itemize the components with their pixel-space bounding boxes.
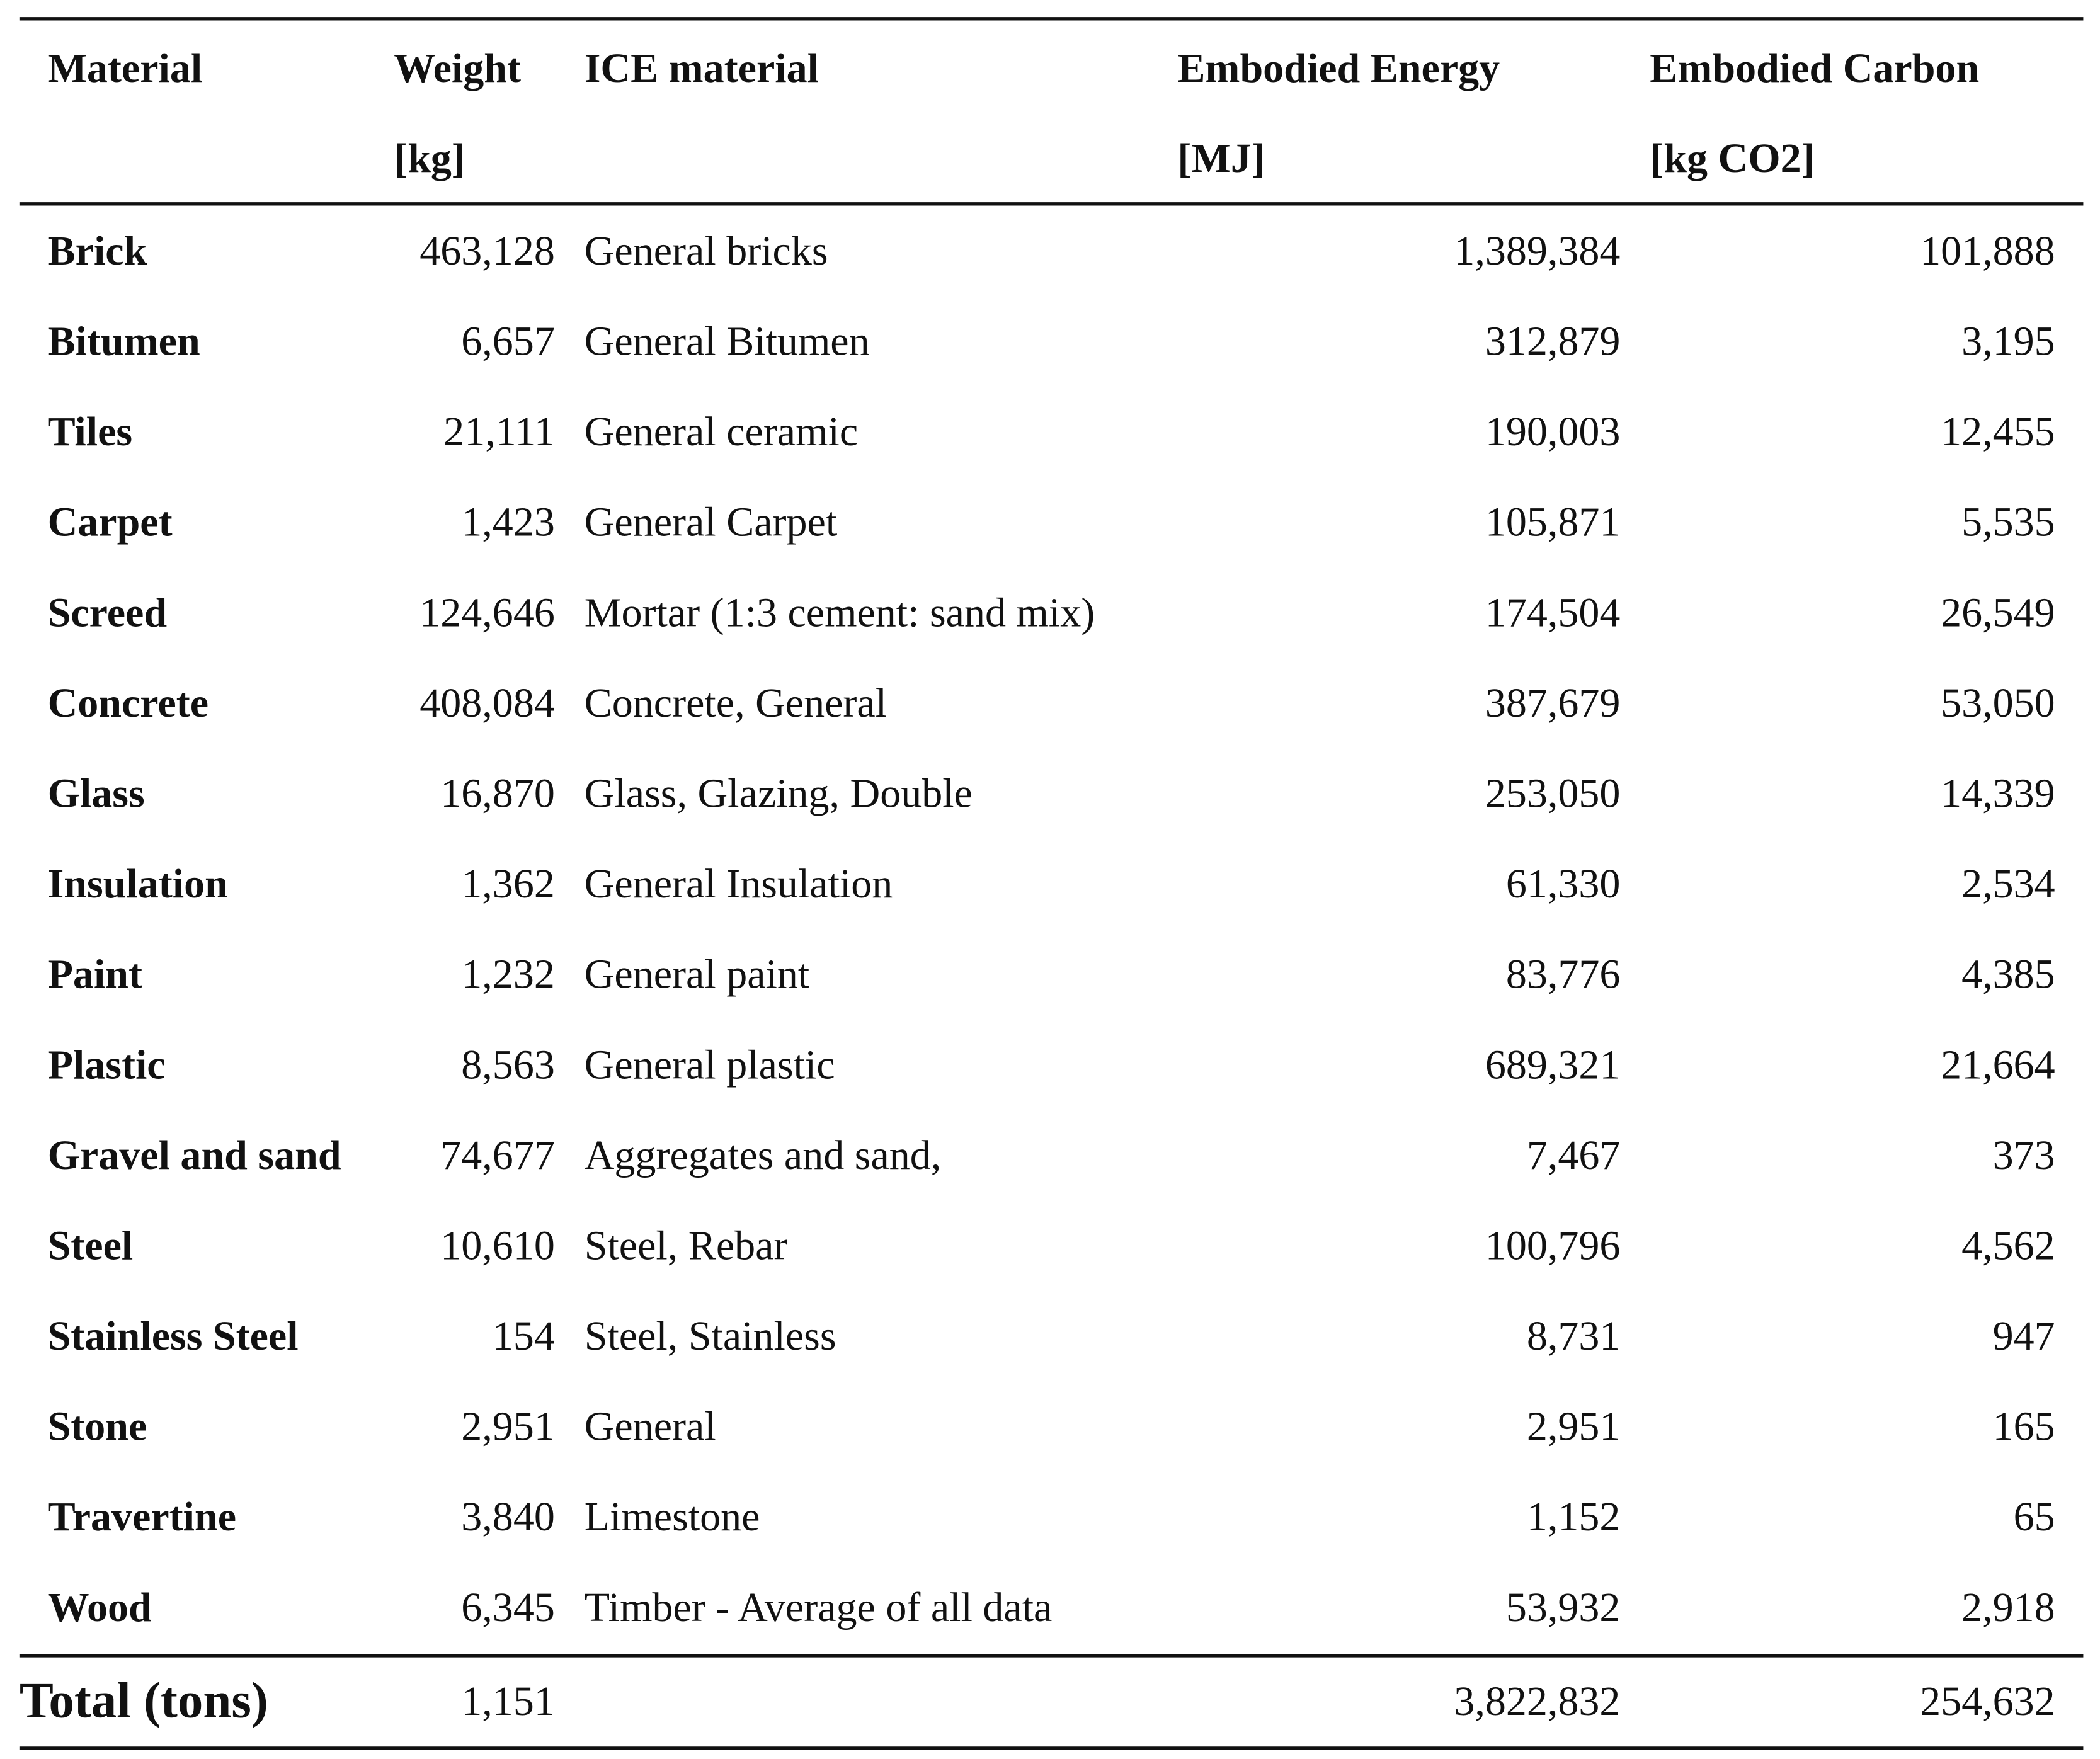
cell: 165 (1993, 1404, 2055, 1450)
cell: 1,152 (1527, 1494, 1621, 1540)
cell: 83,776 (1506, 952, 1621, 998)
cell: 6,657 (461, 319, 555, 365)
row-label: Tiles (48, 409, 133, 455)
cell: 4,562 (1961, 1222, 2055, 1268)
cell: 10,610 (440, 1222, 555, 1268)
row-label: Wood (48, 1585, 152, 1631)
cell: 174,504 (1485, 589, 1621, 635)
cell: 100,796 (1485, 1222, 1621, 1268)
cell: General bricks (585, 228, 828, 274)
header-cell: [MJ] (1177, 135, 1265, 181)
total-cell: 3,822,832 (1454, 1678, 1620, 1724)
row-label: Travertine (48, 1494, 236, 1540)
cell: 1,423 (461, 499, 555, 545)
cell: 61,330 (1506, 861, 1621, 907)
total-cell: 254,632 (1920, 1678, 2055, 1724)
cell: 1,389,384 (1454, 228, 1620, 274)
cell: General paint (585, 952, 809, 998)
cell: 2,951 (1527, 1404, 1621, 1450)
cell: 689,321 (1485, 1042, 1621, 1088)
row-label: Bitumen (48, 319, 200, 365)
row-label: Steel (48, 1222, 134, 1268)
cell: 1,362 (461, 861, 555, 907)
row-label: Glass (48, 770, 145, 816)
row-label: Concrete (48, 680, 208, 726)
cell: Limestone (585, 1494, 760, 1540)
cell: 387,679 (1485, 680, 1621, 726)
cell: 101,888 (1920, 228, 2055, 274)
header-cell: Embodied Carbon (1650, 45, 1979, 91)
header-cell: [kg] (394, 135, 465, 181)
cell: General Carpet (585, 499, 837, 545)
cell: 190,003 (1485, 409, 1621, 455)
cell: General Insulation (585, 861, 893, 907)
cell: 12,455 (1941, 409, 2055, 455)
cell: 947 (1993, 1313, 2055, 1359)
cell: 53,050 (1941, 680, 2055, 726)
cell: 2,951 (461, 1404, 555, 1450)
cell: 3,840 (461, 1494, 555, 1540)
cell: Steel, Stainless (585, 1313, 836, 1359)
cell: 53,932 (1506, 1585, 1621, 1631)
cell: Aggregates and sand, (585, 1132, 942, 1178)
row-label: Stainless Steel (48, 1313, 299, 1359)
cell: 2,918 (1961, 1585, 2055, 1631)
row-label: Plastic (48, 1042, 166, 1088)
row-label: Gravel and sand (48, 1132, 341, 1178)
row-label: Insulation (48, 861, 228, 907)
cell: General plastic (585, 1042, 835, 1088)
cell: General Bitumen (585, 319, 870, 365)
cell: 3,195 (1961, 319, 2055, 365)
cell: 154 (493, 1313, 555, 1359)
cell: 373 (1993, 1132, 2055, 1178)
row-label: Brick (48, 228, 147, 274)
cell: 6,345 (461, 1585, 555, 1631)
cell: 74,677 (440, 1132, 555, 1178)
cell: Timber - Average of all data (585, 1585, 1053, 1631)
header-cell: Weight (394, 45, 521, 91)
cell: 1,232 (461, 952, 555, 998)
header-cell: Embodied Energy (1177, 45, 1500, 91)
header-cell: Material (48, 45, 203, 91)
cell: 21,664 (1941, 1042, 2055, 1088)
cell: 65 (2014, 1494, 2055, 1540)
cell: 7,467 (1527, 1132, 1621, 1178)
cell: 16,870 (440, 770, 555, 816)
cell: 8,563 (461, 1042, 555, 1088)
cell: Steel, Rebar (585, 1222, 788, 1268)
header-cell: ICE material (585, 45, 819, 91)
cell: Concrete, General (585, 680, 887, 726)
cell: 21,111 (443, 409, 555, 455)
cell: 463,128 (419, 228, 555, 274)
cell: 5,535 (1961, 499, 2055, 545)
total-cell: 1,151 (461, 1678, 555, 1724)
cell: 312,879 (1485, 319, 1621, 365)
cell: General ceramic (585, 409, 858, 455)
header-cell: [kg CO2] (1650, 135, 1815, 181)
row-label: Paint (48, 952, 142, 998)
row-label: Stone (48, 1404, 147, 1450)
row-label: Screed (48, 589, 168, 635)
total-label: Total (tons) (20, 1671, 268, 1728)
cell: 124,646 (419, 589, 555, 635)
cell: 26,549 (1941, 589, 2055, 635)
cell: 408,084 (419, 680, 555, 726)
cell: 4,385 (1961, 952, 2055, 998)
cell: General (585, 1404, 716, 1450)
cell: 105,871 (1485, 499, 1621, 545)
row-label: Carpet (48, 499, 173, 545)
cell: 8,731 (1527, 1313, 1621, 1359)
cell: 2,534 (1961, 861, 2055, 907)
cell: 253,050 (1485, 770, 1621, 816)
cell: 14,339 (1941, 770, 2055, 816)
cell: Glass, Glazing, Double (585, 770, 973, 816)
cell: Mortar (1:3 cement: sand mix) (585, 589, 1095, 635)
